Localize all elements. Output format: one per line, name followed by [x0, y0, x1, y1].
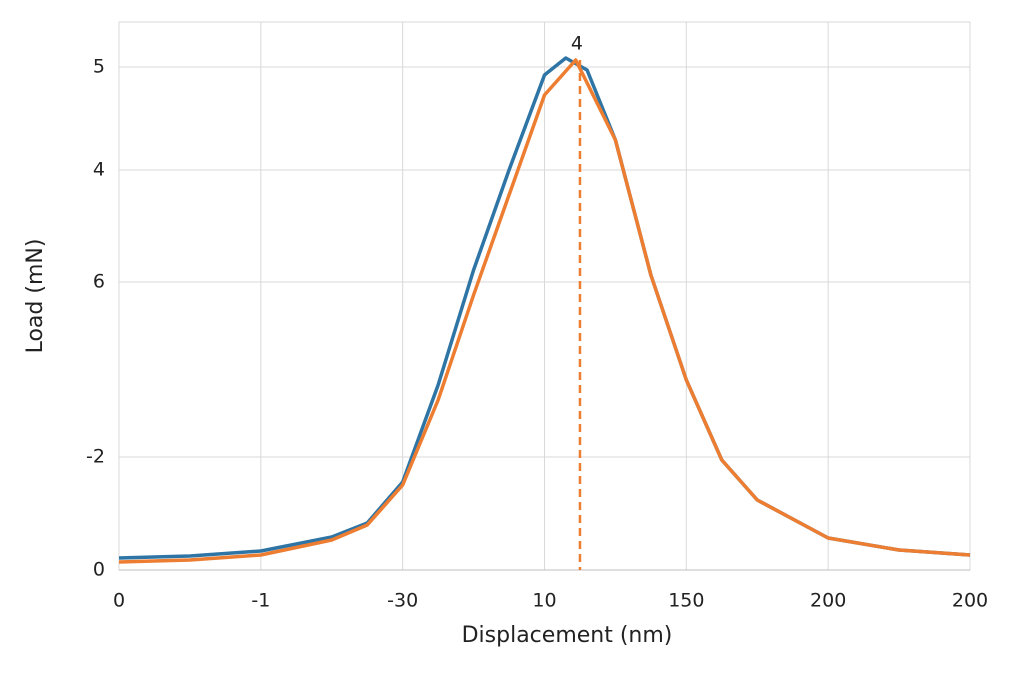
line-series: [118, 58, 971, 564]
x-tick-label: 200: [810, 590, 846, 612]
x-axis-label: Displacement (nm): [462, 623, 673, 648]
y-tick-label: 6: [93, 271, 105, 293]
y-tick-label: 4: [93, 159, 105, 181]
y-tick-label: -2: [86, 446, 105, 468]
x-tick-label: 0: [113, 590, 125, 612]
peak-annotation: 4: [571, 33, 583, 55]
x-tick-label: -1: [251, 590, 270, 612]
y-tick-label: 0: [93, 559, 105, 581]
y-axis-label: Load (mN): [23, 239, 48, 354]
x-tick-label: 200: [952, 590, 988, 612]
x-tick-label: 150: [668, 590, 704, 612]
y-tick-label: 5: [93, 56, 105, 78]
x-tick-label: -30: [387, 590, 418, 612]
x-tick-label: 10: [532, 590, 556, 612]
